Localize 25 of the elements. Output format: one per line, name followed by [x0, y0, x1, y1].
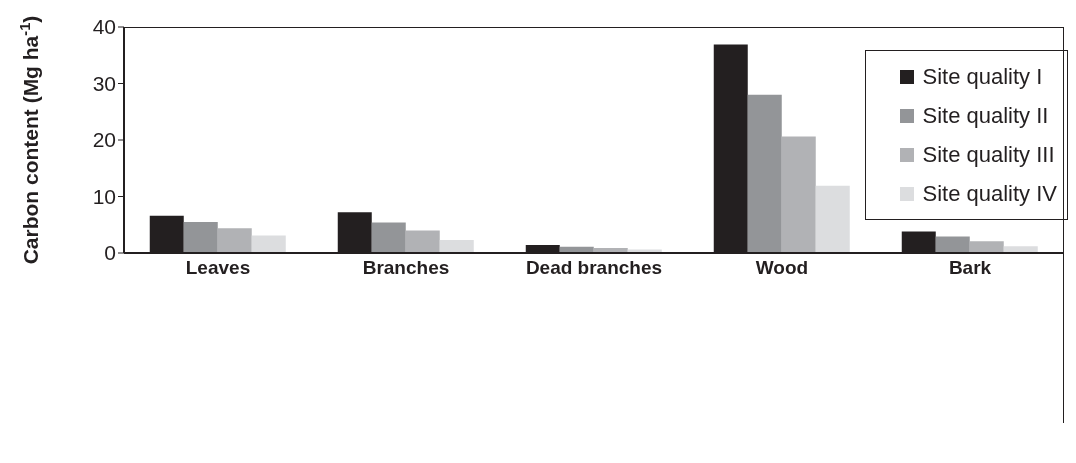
y-tick-label: 10	[92, 184, 116, 208]
bar	[251, 235, 286, 253]
bar	[969, 241, 1004, 253]
y-tick-label: 40	[92, 15, 116, 39]
legend-label: Site quality I	[922, 63, 1043, 90]
y-tick-label: 30	[92, 71, 116, 95]
x-tick-label: Branches	[362, 257, 450, 279]
legend-label: Site quality III	[922, 141, 1055, 168]
legend-label: Site quality II	[922, 102, 1049, 129]
bar	[815, 185, 850, 253]
y-tick-label: 20	[92, 128, 116, 152]
x-tick-label: Wood	[755, 257, 809, 279]
y-tick-label: 0	[104, 241, 116, 265]
bar	[935, 236, 970, 253]
x-tick-label: Dead branches	[525, 257, 663, 279]
legend-label: Site quality IV	[922, 180, 1057, 207]
bar	[439, 240, 474, 253]
bar	[781, 136, 816, 253]
bar	[217, 228, 252, 253]
bar	[405, 230, 440, 253]
x-tick-label: Bark	[948, 257, 992, 279]
x-tick-label: Leaves	[185, 257, 251, 279]
bar	[371, 222, 406, 253]
bar	[183, 221, 218, 253]
bar	[747, 94, 782, 253]
